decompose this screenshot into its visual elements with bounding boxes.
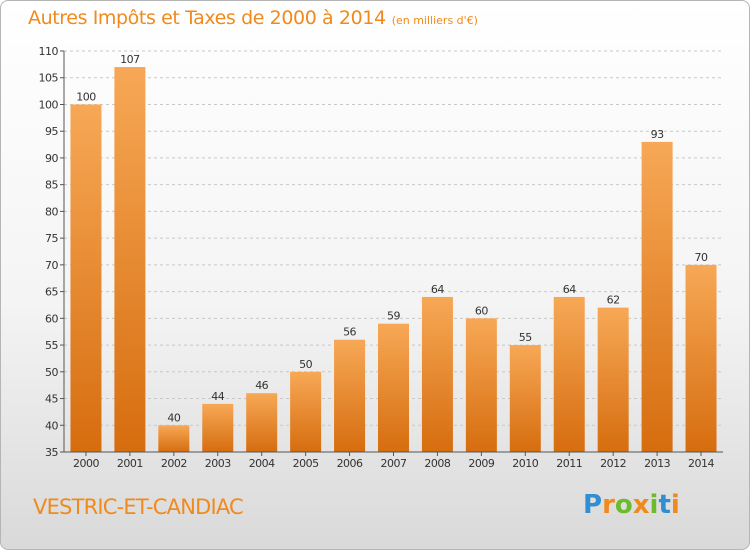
x-axis: 2000 2001 2002 2003 2004 2005 2006 2007 2008 2009… bbox=[64, 451, 723, 470]
bar-2005 bbox=[290, 371, 322, 452]
y-tick-label: 105 bbox=[39, 72, 59, 85]
y-tick-label: 70 bbox=[45, 259, 58, 272]
y-tick-label: 85 bbox=[45, 179, 58, 192]
x-tick-label: 2013 bbox=[644, 457, 670, 470]
data-label-2005: 50 bbox=[299, 358, 312, 371]
bar-2001 bbox=[114, 67, 146, 452]
x-tick-label: 2005 bbox=[293, 457, 319, 470]
x-tick-label: 2012 bbox=[600, 457, 626, 470]
bars: 100 107 40 44 46 50 56 59 64 60 55 64 62 93 70 bbox=[70, 53, 717, 453]
chart-title-text: Autres Impôts et Taxes de 2000 à 2014 bbox=[28, 7, 386, 29]
data-label-2000: 100 bbox=[76, 90, 96, 103]
data-label-2014: 70 bbox=[695, 251, 708, 264]
y-tick-label: 35 bbox=[45, 446, 58, 459]
commune-name: VESTRIC-ET-CANDIAC bbox=[33, 495, 244, 519]
x-tick-label: 2007 bbox=[381, 457, 407, 470]
data-label-2009: 60 bbox=[475, 304, 488, 317]
logo-letter: o bbox=[614, 490, 633, 520]
logo-letter: i bbox=[670, 490, 680, 520]
y-tick-label: 95 bbox=[45, 125, 58, 138]
x-tick-label: 2004 bbox=[249, 457, 275, 470]
logo-letter: i bbox=[649, 490, 659, 520]
y-tick-label: 40 bbox=[45, 419, 58, 432]
y-tick-label: 45 bbox=[45, 393, 58, 406]
bar-2013 bbox=[641, 141, 673, 453]
data-label-2007: 59 bbox=[387, 310, 400, 323]
x-tick-label: 2011 bbox=[556, 457, 582, 470]
x-tick-label: 2000 bbox=[73, 457, 99, 470]
y-tick-label: 50 bbox=[45, 366, 58, 379]
data-label-2010: 55 bbox=[519, 331, 532, 344]
logo-letter: x bbox=[632, 490, 650, 520]
chart-title: Autres Impôts et Taxes de 2000 à 2014 (en… bbox=[28, 7, 478, 29]
x-tick-label: 2014 bbox=[688, 457, 714, 470]
logo-letter: r bbox=[602, 490, 615, 520]
bar-2012 bbox=[597, 307, 629, 452]
y-tick-label: 80 bbox=[45, 205, 58, 218]
x-tick-label: 2008 bbox=[424, 457, 450, 470]
data-label-2003: 44 bbox=[211, 390, 224, 403]
bar-2014 bbox=[685, 264, 717, 452]
x-tick-label: 2001 bbox=[117, 457, 143, 470]
bar-2003 bbox=[202, 403, 234, 452]
data-label-2001: 107 bbox=[120, 53, 140, 66]
y-tick-label: 100 bbox=[39, 98, 59, 111]
bar-2010 bbox=[509, 345, 541, 452]
bar-2004 bbox=[246, 393, 278, 452]
logo-letter: t bbox=[658, 490, 671, 520]
bar-2009 bbox=[465, 318, 497, 452]
data-label-2006: 56 bbox=[343, 326, 356, 339]
data-label-2011: 64 bbox=[563, 283, 576, 296]
bar-2006 bbox=[334, 339, 366, 452]
data-label-2002: 40 bbox=[167, 411, 180, 424]
y-tick-label: 110 bbox=[39, 45, 59, 58]
x-tick-label: 2009 bbox=[468, 457, 494, 470]
y-axis: 35 40 45 50 55 60 65 70 75 80 85 90 95 100 105 110 bbox=[39, 45, 65, 459]
x-tick-label: 2003 bbox=[205, 457, 231, 470]
x-tick-label: 2010 bbox=[512, 457, 538, 470]
y-tick-label: 55 bbox=[45, 339, 58, 352]
data-label-2004: 46 bbox=[255, 379, 268, 392]
bar-2000 bbox=[70, 104, 102, 452]
data-label-2008: 64 bbox=[431, 283, 444, 296]
y-tick-label: 60 bbox=[45, 312, 58, 325]
bar-2011 bbox=[553, 296, 585, 452]
bar-2002 bbox=[158, 425, 190, 452]
x-tick-label: 2006 bbox=[337, 457, 363, 470]
data-label-2013: 93 bbox=[651, 128, 664, 141]
proxiti-logo[interactable]: Proxiti bbox=[583, 490, 680, 520]
y-tick-label: 75 bbox=[45, 232, 58, 245]
y-tick-label: 90 bbox=[45, 152, 58, 165]
bar-2007 bbox=[378, 323, 409, 452]
y-tick-label: 65 bbox=[45, 286, 58, 299]
logo-letter: P bbox=[583, 490, 603, 520]
data-label-2012: 62 bbox=[607, 294, 620, 307]
x-tick-label: 2002 bbox=[161, 457, 187, 470]
chart-unit: (en milliers d'€) bbox=[391, 14, 478, 27]
bar-2008 bbox=[421, 296, 453, 452]
